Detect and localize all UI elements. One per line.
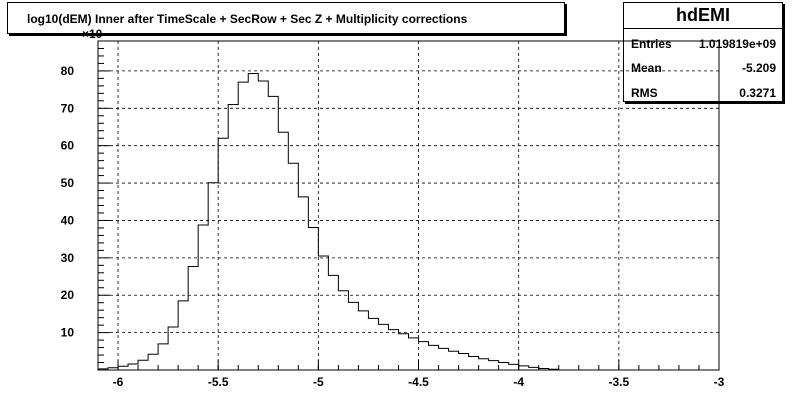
stats-box: hdEMI Entries 1.019819e+09 Mean -5.209 R… [623,2,783,102]
y-tick-label: 70 [61,101,75,115]
y-exponent-label: ×10 [82,27,103,41]
grid [98,41,719,370]
stats-divider [624,28,782,29]
stats-value-mean: -5.209 [741,61,776,75]
x-tick-label: -4.5 [408,375,429,389]
stats-value-rms: 0.3271 [739,86,776,100]
histogram-outline [97,73,560,370]
y-tick-label: 10 [61,326,75,340]
stats-label-rms: RMS [631,86,658,100]
y-tick-label: 80 [61,64,75,78]
y-tick-label: 50 [61,176,75,190]
x-tick-label: -6 [113,375,124,389]
plot-frame [97,40,720,371]
stats-label-mean: Mean [631,61,662,75]
x-tick-label: -3.5 [608,375,629,389]
y-tick-label: 40 [61,213,75,227]
x-tick-label: -5.5 [208,375,229,389]
y-tick-label: 20 [61,288,75,302]
x-tick-label: -4 [513,375,524,389]
y-tick-label: 60 [61,139,75,153]
x-tick-label: -3 [714,375,725,389]
axes: -6 -5.5 -5 -4.5 -4 -3.5 -3 10 20 30 40 50 60 70 80 [61,47,725,389]
y-tick-label: 30 [61,251,75,265]
chart-title: log10(dEM) Inner after TimeScale + SecRo… [27,12,468,26]
title-box: log10(dEM) Inner after TimeScale + SecRo… [7,2,565,34]
x-tick-label: -5 [313,375,324,389]
stats-histogram-name: hdEMI [676,5,730,25]
